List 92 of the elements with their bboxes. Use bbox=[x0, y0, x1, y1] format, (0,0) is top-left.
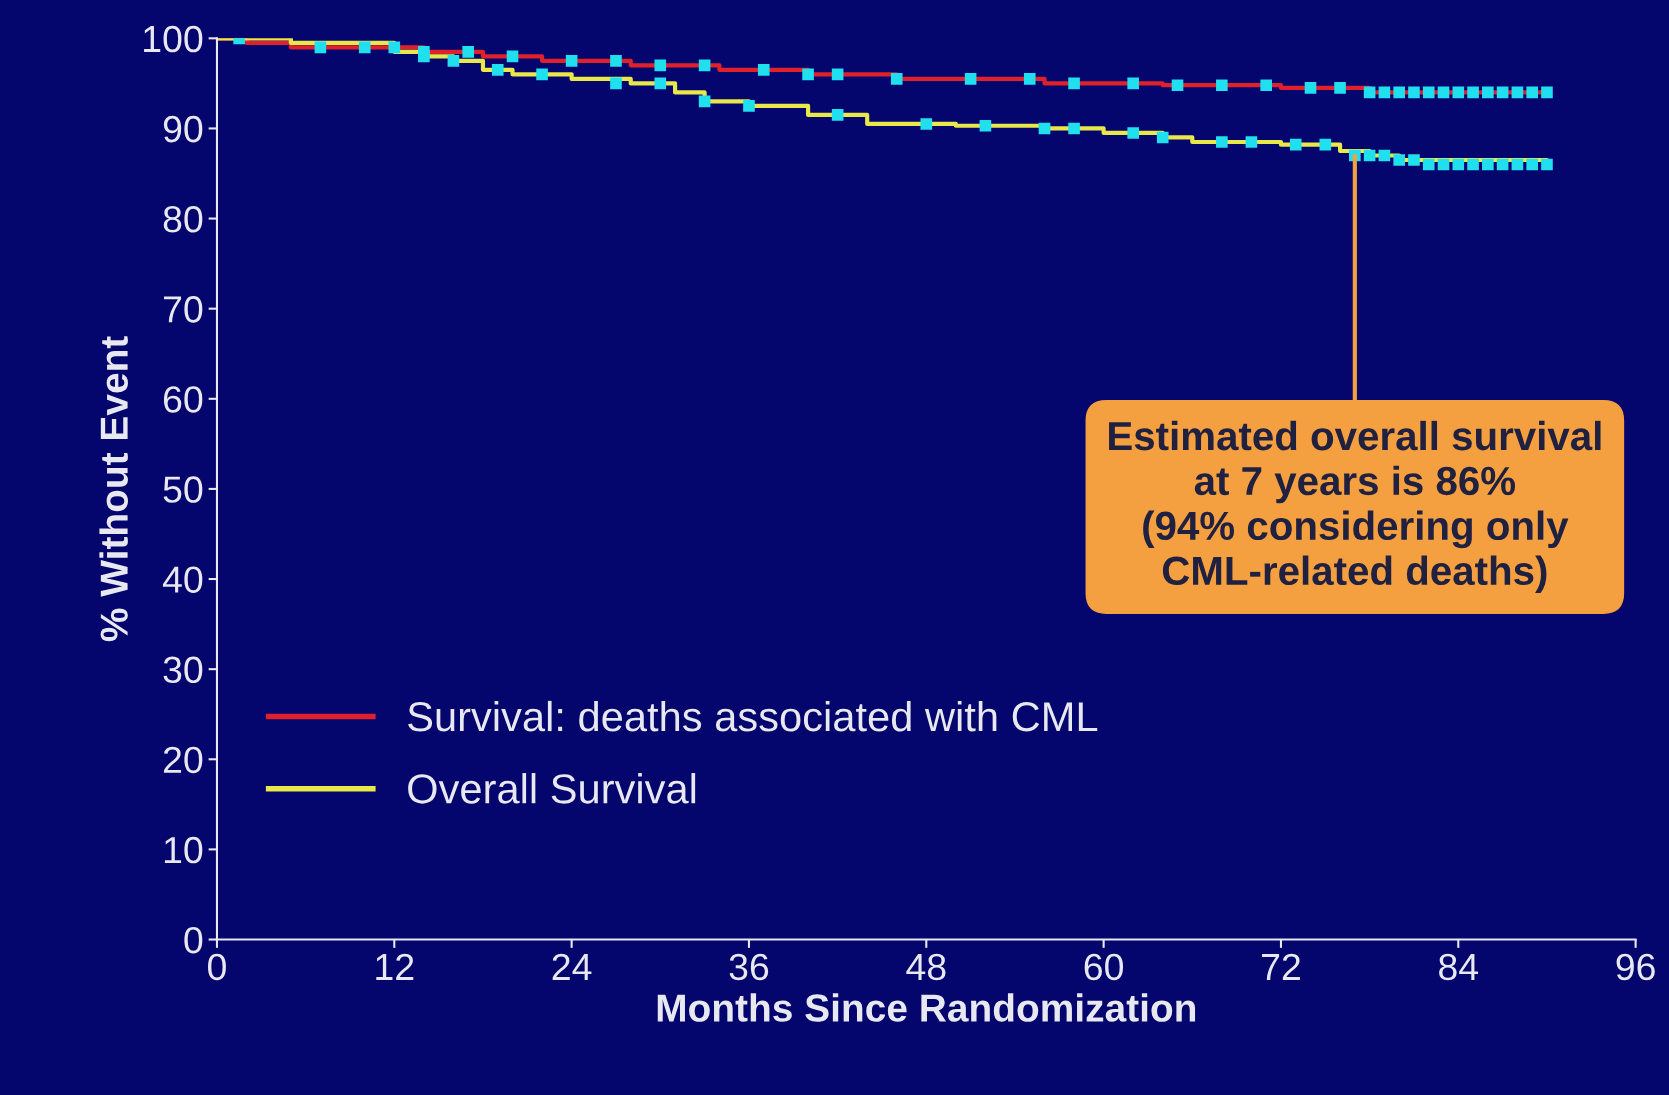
point bbox=[565, 55, 578, 67]
point bbox=[1526, 86, 1538, 99]
point bbox=[1437, 86, 1450, 99]
point bbox=[491, 64, 504, 76]
y-tick-label: 90 bbox=[163, 115, 203, 143]
point bbox=[1511, 86, 1524, 99]
point bbox=[1452, 86, 1465, 99]
point bbox=[1127, 127, 1139, 139]
point bbox=[1068, 77, 1080, 90]
point bbox=[1511, 158, 1524, 171]
point bbox=[1319, 138, 1332, 151]
point bbox=[1260, 79, 1272, 91]
point bbox=[1408, 86, 1420, 99]
x-tick-label: 72 bbox=[1262, 953, 1300, 980]
x-tick-label: 12 bbox=[376, 953, 414, 980]
point bbox=[1378, 149, 1391, 162]
point bbox=[1304, 82, 1317, 94]
annotation: Estimated overall survival at 7 years is 86% (94% considering only CML-related deaths) bbox=[1109, 420, 1601, 594]
y-tick-label: 100 bbox=[144, 25, 203, 53]
point bbox=[610, 77, 622, 90]
point bbox=[1038, 122, 1051, 135]
point bbox=[1526, 158, 1538, 171]
legend-label: Overall Survival bbox=[408, 773, 696, 804]
y-tick-label: 30 bbox=[163, 656, 203, 684]
point bbox=[447, 55, 460, 67]
point bbox=[1467, 86, 1479, 99]
point bbox=[654, 59, 667, 72]
point bbox=[1496, 158, 1509, 171]
point bbox=[506, 50, 519, 63]
point bbox=[1393, 86, 1405, 99]
x-tick-label: 0 bbox=[208, 953, 226, 981]
x-tick-label: 48 bbox=[906, 953, 946, 981]
point bbox=[1378, 86, 1391, 99]
point bbox=[1482, 86, 1494, 99]
y-tick-label: 0 bbox=[184, 926, 203, 954]
y-tick-label: 60 bbox=[163, 386, 203, 413]
point bbox=[1245, 136, 1258, 148]
point bbox=[1171, 79, 1184, 91]
point bbox=[1422, 158, 1435, 171]
point bbox=[1334, 82, 1346, 94]
point bbox=[698, 59, 711, 72]
x-tick-label: 96 bbox=[1616, 953, 1655, 981]
point bbox=[698, 95, 711, 108]
point bbox=[536, 68, 548, 81]
point bbox=[1068, 122, 1080, 135]
point bbox=[1393, 154, 1405, 166]
point bbox=[743, 100, 755, 112]
point bbox=[358, 41, 371, 54]
point bbox=[1541, 158, 1553, 171]
point bbox=[831, 68, 844, 81]
y-tick-label: 80 bbox=[163, 205, 203, 233]
point bbox=[831, 109, 844, 121]
point bbox=[1156, 131, 1169, 144]
point bbox=[1216, 136, 1228, 148]
point bbox=[1127, 77, 1139, 90]
point bbox=[1363, 86, 1376, 99]
point bbox=[1023, 73, 1036, 85]
x-tick-label: 36 bbox=[729, 953, 769, 981]
y-axis-title: % Without Event bbox=[99, 336, 128, 642]
point bbox=[757, 64, 770, 76]
point bbox=[1496, 86, 1509, 99]
point bbox=[1467, 158, 1479, 171]
point bbox=[1216, 79, 1228, 91]
point bbox=[1452, 158, 1465, 171]
point bbox=[890, 73, 903, 85]
point bbox=[462, 46, 474, 58]
x-tick-label: 84 bbox=[1439, 953, 1479, 981]
y-tick-label: 20 bbox=[163, 746, 203, 774]
y-tick-label: 10 bbox=[164, 836, 203, 864]
point bbox=[1422, 86, 1435, 99]
x-tick-label: 24 bbox=[552, 953, 592, 980]
point bbox=[314, 41, 327, 54]
point bbox=[1437, 158, 1450, 171]
point bbox=[610, 55, 622, 67]
point bbox=[388, 41, 401, 54]
point bbox=[418, 50, 430, 63]
point bbox=[979, 119, 992, 132]
point bbox=[1408, 154, 1420, 166]
point bbox=[1363, 149, 1376, 162]
point bbox=[920, 118, 933, 130]
point bbox=[964, 73, 977, 85]
y-tick-label: 40 bbox=[162, 566, 203, 593]
point bbox=[1541, 86, 1553, 99]
x-tick-label: 60 bbox=[1084, 953, 1124, 981]
point bbox=[1289, 138, 1302, 151]
y-tick-label: 50 bbox=[163, 476, 203, 503]
point bbox=[802, 68, 814, 81]
legend-label: Survival: deaths associated with CML bbox=[408, 700, 1098, 732]
point bbox=[654, 77, 667, 90]
y-tick-label: 70 bbox=[163, 296, 203, 323]
x-axis-title: Months Since Randomization bbox=[657, 993, 1196, 1022]
point bbox=[1482, 158, 1494, 171]
